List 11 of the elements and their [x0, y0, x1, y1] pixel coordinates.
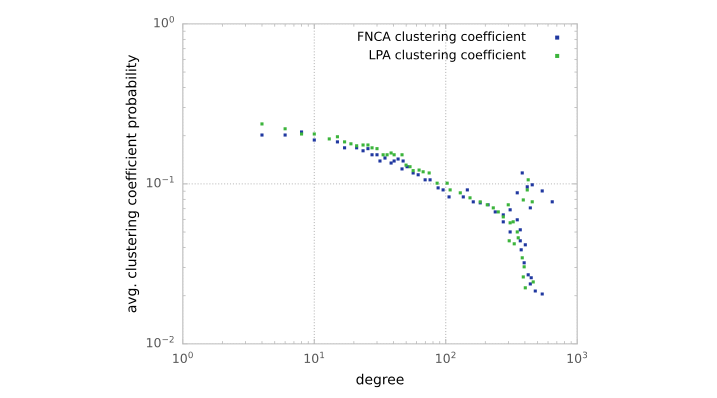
- x-tick-label: 10$^{3}$: [568, 352, 588, 364]
- x-tick-label: 10$^{2}$: [436, 352, 456, 364]
- y-axis-title: avg. clustering coefficient probability: [126, 54, 140, 312]
- x-tick-label: 10$^{1}$: [304, 352, 324, 364]
- y-tick-label: 10$^{0}$: [154, 16, 174, 28]
- y-tick-label: 10$^{−1}$: [146, 176, 174, 188]
- y-tick-label: 10$^{−2}$: [146, 336, 174, 348]
- x-tick-label: 10$^{0}$: [173, 352, 193, 364]
- legend-label: FNCA clustering coefficient: [358, 31, 526, 44]
- x-axis-title: degree: [356, 374, 404, 388]
- legend-label: LPA clustering coefficient: [370, 50, 526, 62]
